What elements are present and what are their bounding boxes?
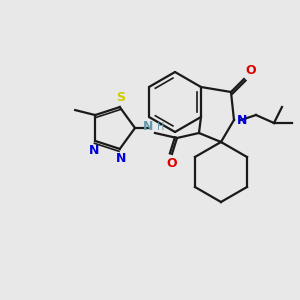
Text: O: O [245,64,256,77]
Text: N: N [116,152,126,165]
Text: S: S [116,91,125,104]
Text: N: N [142,121,153,134]
Text: N: N [237,113,247,127]
Text: H: H [157,122,164,132]
Text: O: O [167,157,177,170]
Text: N: N [89,144,99,157]
